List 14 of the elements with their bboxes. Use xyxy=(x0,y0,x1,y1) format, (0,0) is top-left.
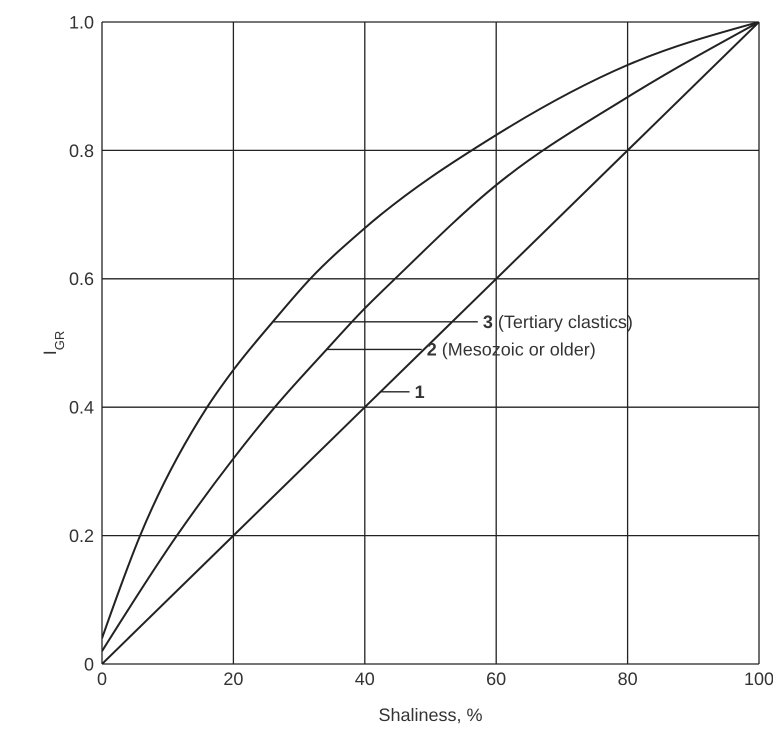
x-tick-label: 0 xyxy=(96,668,108,689)
y-tick-label: 0.2 xyxy=(68,526,94,546)
x-tick-label: 60 xyxy=(486,668,506,689)
x-tick-label: 20 xyxy=(223,668,244,689)
y-tick-label: 0.4 xyxy=(68,398,94,418)
y-tick-label: 1.0 xyxy=(68,12,94,32)
x-tick-label: 100 xyxy=(744,668,774,689)
annotation: 1 xyxy=(414,382,425,402)
x-tick-label: 40 xyxy=(354,668,375,689)
y-tick-label: 0.8 xyxy=(68,140,94,161)
x-tick-label: 80 xyxy=(618,668,638,689)
y-tick-label: 0.6 xyxy=(68,269,94,290)
y-tick-label: 0 xyxy=(84,654,94,674)
x-axis-title: Shaliness, % xyxy=(378,704,483,725)
